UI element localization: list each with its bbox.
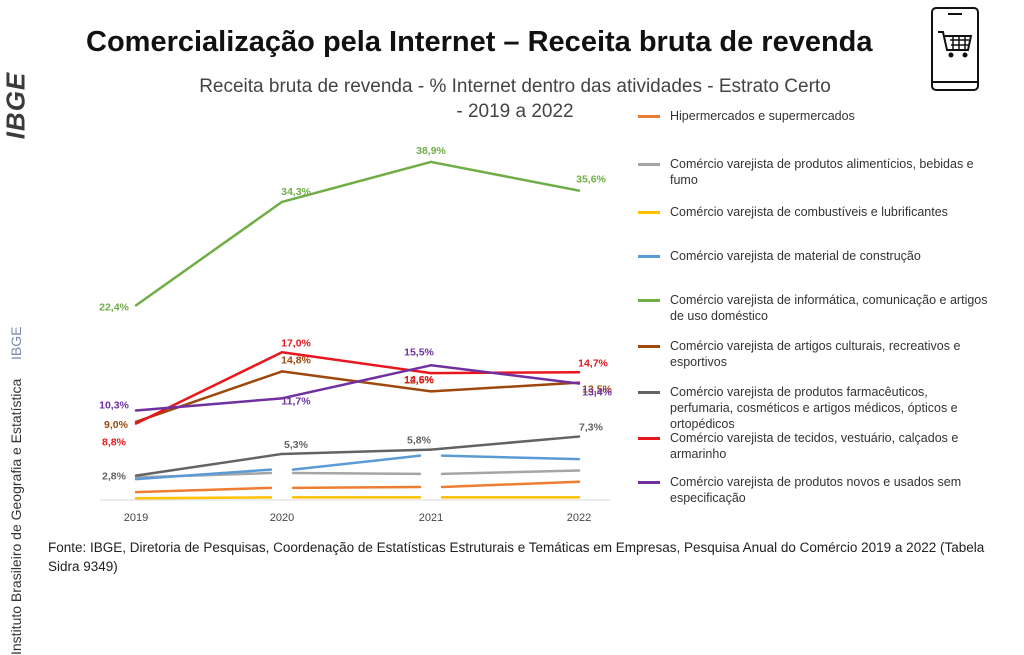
legend-label: Comércio varejista de produtos alimentíc… bbox=[670, 156, 990, 188]
legend-label: Comércio varejista de informática, comun… bbox=[670, 292, 990, 324]
series-segment bbox=[442, 470, 579, 473]
legend-label: Comércio varejista de combustíveis e lub… bbox=[670, 204, 990, 220]
data-label: 2,8% bbox=[102, 471, 127, 483]
x-tick-label: 2021 bbox=[419, 512, 443, 524]
legend-label: Comércio varejista de produtos farmacêut… bbox=[670, 384, 990, 432]
legend-swatch bbox=[638, 255, 660, 258]
data-label: 38,9% bbox=[416, 145, 446, 157]
legend-swatch bbox=[638, 481, 660, 484]
legend-swatch bbox=[638, 345, 660, 348]
series-segment bbox=[293, 487, 420, 488]
legend-label: Hipermercados e supermercados bbox=[670, 108, 990, 124]
data-label: 17,0% bbox=[281, 337, 311, 349]
series-segment bbox=[293, 473, 420, 474]
series-segment bbox=[431, 383, 579, 392]
data-label: 15,5% bbox=[404, 346, 434, 358]
x-tick-label: 2022 bbox=[567, 512, 591, 524]
series-segment bbox=[431, 365, 579, 383]
legend-swatch bbox=[638, 299, 660, 302]
series-segment bbox=[136, 352, 282, 423]
data-label: 8,8% bbox=[102, 437, 127, 449]
x-tick-label: 2020 bbox=[270, 512, 294, 524]
line-chart: 2019 2020 2021 2022 22,4% 34,3% 38,9% 35,6% 9,0%… bbox=[0, 0, 640, 540]
legend-label: Comércio varejista de artigos culturais,… bbox=[670, 338, 990, 370]
series-segment bbox=[442, 482, 579, 487]
legend-label: Comércio varejista de tecidos, vestuário… bbox=[670, 430, 990, 462]
data-label: 9,0% bbox=[104, 419, 129, 431]
series-segment bbox=[136, 398, 282, 410]
legend-swatch bbox=[638, 115, 660, 118]
data-label: 35,6% bbox=[576, 174, 606, 186]
data-label: 5,8% bbox=[407, 435, 432, 447]
legend-swatch bbox=[638, 211, 660, 214]
legend-swatch bbox=[638, 163, 660, 166]
series-segment bbox=[431, 372, 579, 373]
data-label: 10,3% bbox=[99, 399, 129, 411]
data-label: 34,3% bbox=[281, 186, 311, 198]
data-label: 22,4% bbox=[99, 301, 129, 313]
data-label: 5,3% bbox=[284, 439, 309, 451]
data-label: 14,6% bbox=[404, 374, 434, 386]
data-label: 7,3% bbox=[579, 422, 604, 434]
legend-swatch bbox=[638, 391, 660, 394]
legend-label: Comércio varejista de material de constr… bbox=[670, 248, 990, 264]
data-label: 11,7% bbox=[281, 395, 311, 407]
series-segment bbox=[293, 456, 420, 470]
series-segment bbox=[431, 162, 579, 191]
series-segment bbox=[136, 488, 271, 492]
legend-swatch bbox=[638, 437, 660, 440]
series-segment bbox=[442, 456, 579, 459]
mobile-shopping-cart-icon bbox=[930, 6, 980, 92]
source-note: Fonte: IBGE, Diretoria de Pesquisas, Coo… bbox=[48, 538, 988, 576]
data-label: 14,7% bbox=[578, 357, 608, 369]
series-segment bbox=[136, 202, 282, 305]
x-tick-label: 2019 bbox=[124, 512, 148, 524]
series-segment bbox=[136, 497, 271, 498]
legend-label: Comércio varejista de produtos novos e u… bbox=[670, 474, 990, 506]
series-segment bbox=[431, 437, 579, 450]
data-label: 13,4% bbox=[582, 387, 612, 399]
